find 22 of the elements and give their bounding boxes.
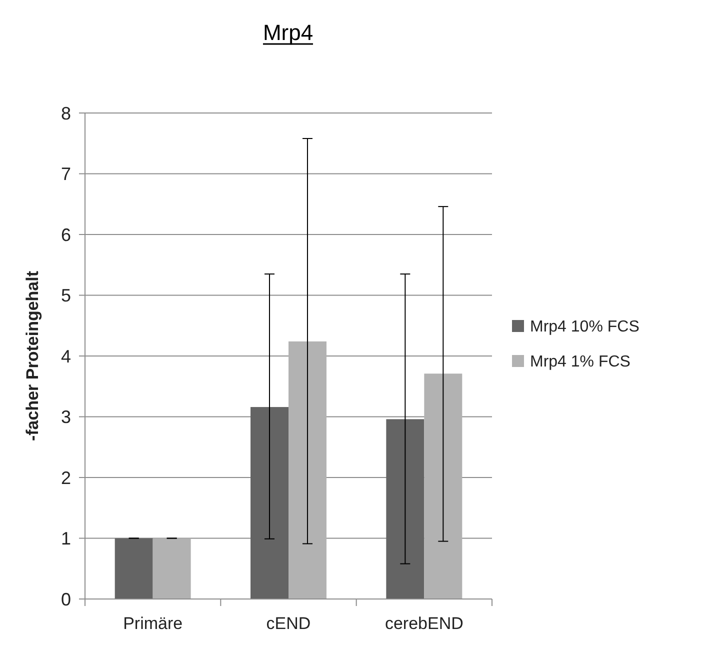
legend-label: Mrp4 1% FCS [530, 354, 630, 371]
y-tick-label: 1 [60, 528, 71, 549]
y-tick-label: 8 [60, 103, 71, 124]
bar [424, 374, 462, 599]
y-tick-label: 0 [60, 589, 71, 610]
bar [114, 538, 153, 599]
y-tick-label: 7 [60, 164, 71, 184]
y-tick-label: 5 [60, 286, 71, 306]
y-tick-label: 4 [60, 346, 71, 366]
bar [250, 407, 288, 599]
x-tick-label: cEND [266, 614, 311, 633]
y-tick-label: 2 [60, 468, 71, 488]
bar [386, 419, 424, 599]
y-tick-label: 3 [60, 407, 71, 428]
y-tick-label: 6 [60, 224, 71, 245]
bar [288, 341, 326, 599]
bar [152, 538, 191, 599]
legend-label: Mrp4 10% FCS [530, 318, 640, 336]
chart-title: Mrp4 [262, 20, 314, 45]
x-tick-label: cerebEND [384, 614, 464, 633]
x-tick-label: Primäre [123, 614, 183, 633]
y-axis-title: -facher Proteingehalt [23, 270, 42, 442]
